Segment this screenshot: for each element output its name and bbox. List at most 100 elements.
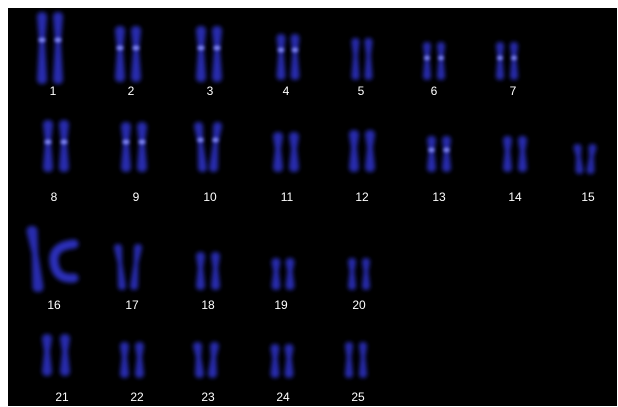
- chromatid: [510, 42, 518, 80]
- bright-band: [138, 139, 146, 145]
- chromosome-label-17: 17: [125, 298, 139, 312]
- chromosome-label-16: 16: [47, 298, 61, 312]
- chromatid: [130, 244, 142, 290]
- chromatid: [114, 244, 126, 290]
- chromosome-label-4: 4: [283, 84, 290, 98]
- chromosome-pair-25: [345, 342, 367, 378]
- chromatid: [437, 42, 445, 80]
- chromatid: [423, 42, 431, 80]
- chromosome-label-9: 9: [133, 190, 140, 204]
- chromosome-pair-4: [276, 34, 300, 80]
- chromatid: [270, 344, 280, 378]
- bright-band: [428, 147, 435, 153]
- chromatid: [362, 258, 370, 290]
- chromosome-label-18: 18: [201, 298, 215, 312]
- chromosome-label-24: 24: [276, 390, 290, 404]
- chromatid: [131, 26, 141, 82]
- chromosome-label-20: 20: [352, 298, 366, 312]
- chromatid: [271, 258, 281, 290]
- bright-band: [424, 55, 430, 61]
- chromosome-label-12: 12: [355, 190, 369, 204]
- chromatid: [53, 12, 63, 84]
- bright-band: [54, 37, 62, 43]
- chromatid: [586, 144, 597, 174]
- bright-band: [38, 37, 46, 43]
- chromatid: [348, 258, 356, 290]
- chromosome-pair-9: [121, 122, 147, 172]
- chromosome-pair-18: [196, 252, 220, 290]
- chromatid: [212, 26, 222, 82]
- chromosome-label-22: 22: [130, 390, 144, 404]
- bright-band: [212, 137, 219, 143]
- chromatid: [359, 342, 367, 378]
- chromosome-label-6: 6: [431, 84, 438, 98]
- chromosome-pair-21: [42, 334, 70, 376]
- chromosome-pair-19: [271, 258, 295, 290]
- chromatid: [59, 120, 69, 172]
- bright-band: [443, 147, 450, 153]
- chromosome-label-10: 10: [203, 190, 217, 204]
- chromatid: [196, 252, 205, 290]
- bright-band: [497, 55, 503, 61]
- chromosome-label-19: 19: [274, 298, 288, 312]
- chromatid: [364, 38, 373, 80]
- chromatid: [115, 26, 125, 82]
- chromosome-label-1: 1: [50, 84, 57, 98]
- chromosome-pair-22: [120, 342, 144, 378]
- chromosome-pair-11: [273, 132, 299, 172]
- chromatid: [284, 344, 294, 378]
- chromatid-curled: [49, 239, 79, 283]
- chromatid: [496, 42, 504, 80]
- bright-band: [132, 45, 140, 51]
- chromatid: [518, 136, 527, 172]
- chromatid: [194, 122, 207, 172]
- chromatid: [289, 132, 299, 172]
- chromatid: [135, 342, 144, 378]
- chromosome-pair-5: [351, 38, 373, 80]
- chromatid: [345, 342, 353, 378]
- karyotype-panel: 1 2 3 4 5 6 7 8 9 10 11 12 13 14 15 16 17 18 19 20 21 22 23 24 2…: [8, 8, 617, 406]
- chromosome-pair-14: [503, 136, 527, 172]
- chromosome-label-14: 14: [508, 190, 522, 204]
- chromosome-pair-10: [194, 122, 222, 172]
- chromatid: [276, 34, 286, 80]
- bright-band: [197, 45, 205, 51]
- chromosome-label-11: 11: [281, 190, 294, 204]
- chromosome-label-21: 21: [55, 390, 69, 404]
- chromosome-label-3: 3: [207, 84, 214, 98]
- bright-band: [438, 55, 444, 61]
- chromosome-pair-12: [349, 130, 375, 172]
- chromosome-label-8: 8: [51, 190, 58, 204]
- chromosome-label-5: 5: [358, 84, 365, 98]
- chromatid: [351, 38, 360, 80]
- chromatid: [285, 258, 295, 290]
- chromosome-pair-15: [573, 144, 597, 174]
- chromatid: [193, 342, 204, 378]
- chromatid: [37, 12, 47, 84]
- chromatid: [121, 122, 131, 172]
- chromosome-pair-8: [43, 120, 69, 172]
- chromosome-pair-13: [427, 136, 451, 172]
- chromatid: [503, 136, 512, 172]
- bright-band: [122, 139, 130, 145]
- chromosome-label-2: 2: [128, 84, 135, 98]
- chromosome-pair-16: [26, 226, 79, 292]
- bright-band: [197, 137, 204, 143]
- bright-band: [116, 45, 124, 51]
- bright-band: [60, 139, 68, 145]
- chromatid: [60, 334, 70, 376]
- chromatid: [137, 122, 147, 172]
- chromosome-pair-3: [196, 26, 222, 82]
- chromosome-label-25: 25: [351, 390, 365, 404]
- chromosome-label-15: 15: [581, 190, 595, 204]
- bright-band: [291, 47, 299, 53]
- chromosome-pair-20: [348, 258, 370, 290]
- chromosome-pair-24: [270, 344, 294, 378]
- chromatid: [573, 144, 584, 174]
- chromatid: [427, 136, 436, 172]
- chromatid: [365, 130, 375, 172]
- bright-band: [213, 45, 221, 51]
- chromatid: [442, 136, 451, 172]
- chromosome-pair-6: [423, 42, 445, 80]
- chromosome-pair-23: [193, 342, 219, 378]
